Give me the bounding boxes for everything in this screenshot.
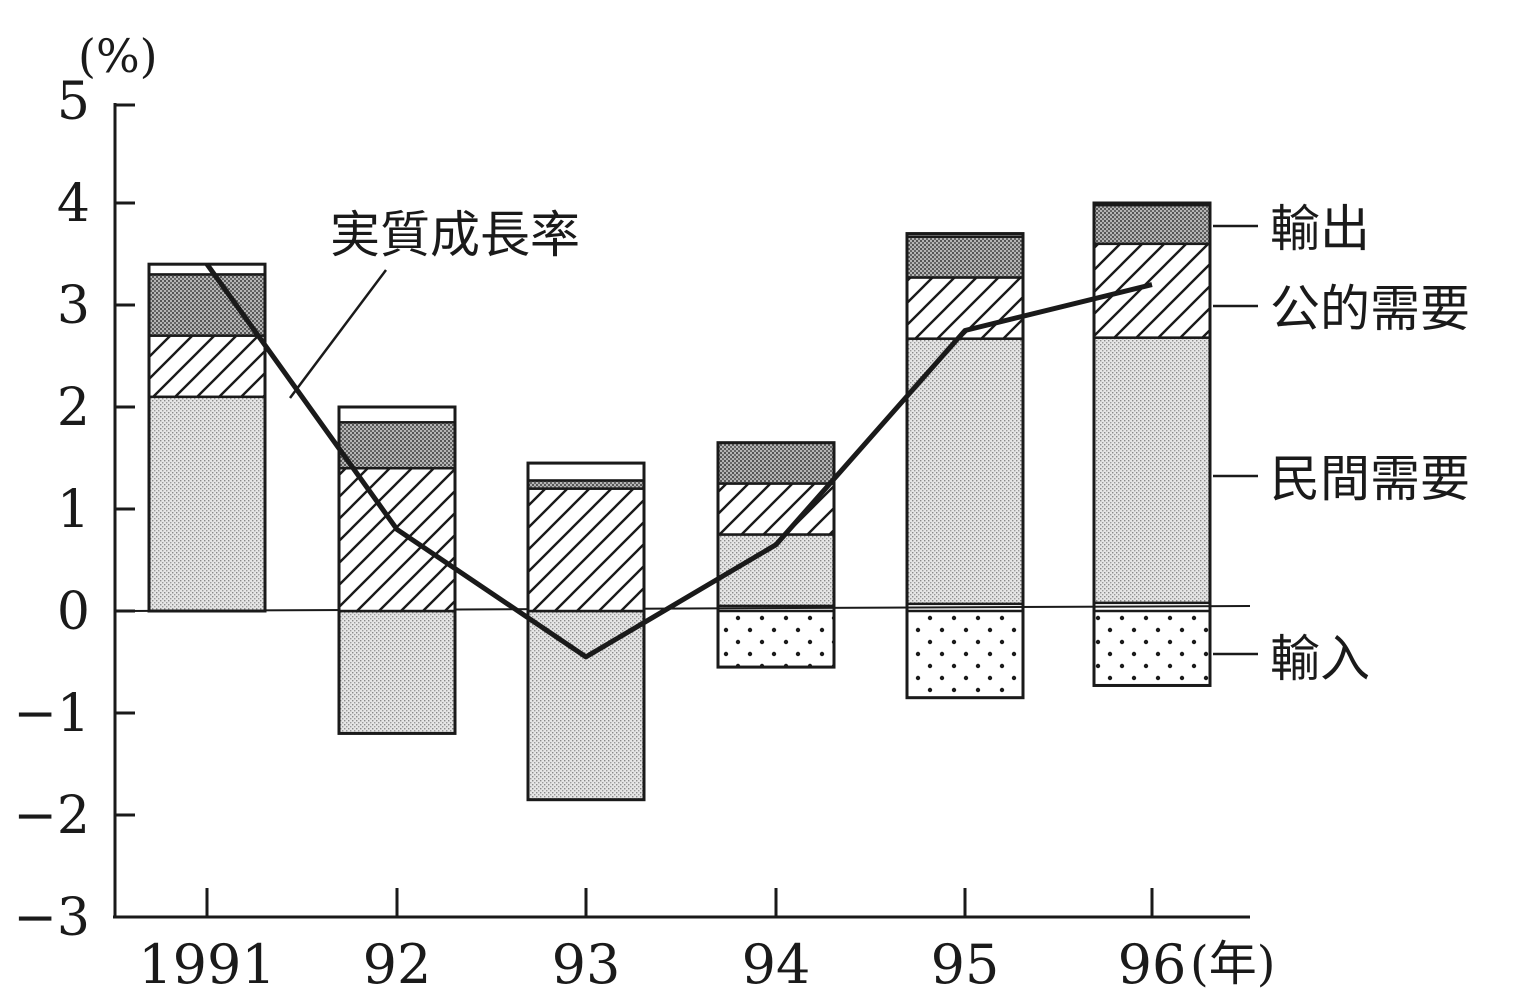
x-axis-ticks: 1991 92 93 94 95 96	[138, 888, 1186, 996]
y-tick-label: −2	[13, 786, 90, 846]
bar-segment	[1092, 336, 1212, 605]
x-unit-label: (年)	[1190, 936, 1275, 992]
legend-label-imports: 輸入	[1270, 630, 1370, 688]
bar-group-95	[905, 232, 1025, 700]
bar-segment	[905, 609, 1025, 699]
x-tick-label: 92	[363, 933, 432, 996]
bar-segment	[526, 609, 646, 801]
bar-cap	[337, 405, 457, 424]
real-growth-line-group	[204, 262, 1153, 660]
y-tick-label: −3	[13, 888, 90, 948]
x-tick-label: 96	[1118, 933, 1187, 996]
bar-segment	[1092, 203, 1212, 246]
x-tick-label: 95	[931, 933, 1000, 996]
bar-segment	[526, 487, 646, 613]
real-growth-line	[204, 262, 1153, 660]
bar-group-93	[526, 461, 646, 802]
y-unit-label: (%)	[78, 29, 158, 83]
y-tick-label: 0	[57, 582, 90, 642]
bar-group-94	[716, 441, 836, 669]
y-axis-ticks: 5 4 3 2 1 0 −1 −2 −3	[13, 72, 135, 948]
bar-group-96	[1092, 201, 1212, 687]
growth-line-label: 実質成長率	[330, 206, 580, 264]
stacked-bars	[147, 201, 1212, 802]
legend: 輸出 公的需要 民間需要 輸入	[1213, 200, 1470, 688]
bar-segment	[905, 337, 1025, 606]
y-tick-label: 1	[57, 480, 90, 540]
y-tick-label: 4	[57, 174, 90, 234]
bar-segment	[147, 334, 267, 399]
bar-cap	[526, 461, 646, 482]
growth-label-leader	[289, 269, 387, 399]
bar-outline	[905, 232, 1025, 700]
bar-segment	[716, 482, 836, 536]
bar-segment	[337, 421, 457, 470]
legend-label-private-demand: 民間需要	[1270, 450, 1470, 508]
bar-segment	[716, 441, 836, 485]
zero-line	[114, 605, 1251, 612]
bar-segment	[147, 395, 267, 613]
bar-outline	[1092, 201, 1212, 687]
bar-segment	[1092, 242, 1212, 339]
bar-segment	[337, 609, 457, 735]
bar-segment	[905, 235, 1025, 279]
bar-outline	[716, 441, 836, 669]
y-tick-label: 2	[57, 378, 90, 438]
y-tick-label: −1	[13, 684, 90, 744]
bar-segment	[1092, 609, 1212, 687]
bar-outline	[526, 461, 646, 802]
bar-group-92	[337, 405, 457, 735]
legend-label-public-demand: 公的需要	[1270, 280, 1470, 338]
y-tick-label: 3	[57, 276, 90, 336]
legend-label-exports: 輸出	[1270, 200, 1370, 258]
x-tick-label: 1991	[138, 933, 275, 996]
y-tick-label: 5	[57, 72, 90, 132]
bar-group-1991	[147, 262, 267, 613]
bar-segment	[147, 273, 267, 337]
x-tick-label: 94	[742, 933, 811, 996]
x-tick-label: 93	[552, 933, 621, 996]
bar-segment	[337, 466, 457, 613]
bar-segment	[716, 609, 836, 669]
